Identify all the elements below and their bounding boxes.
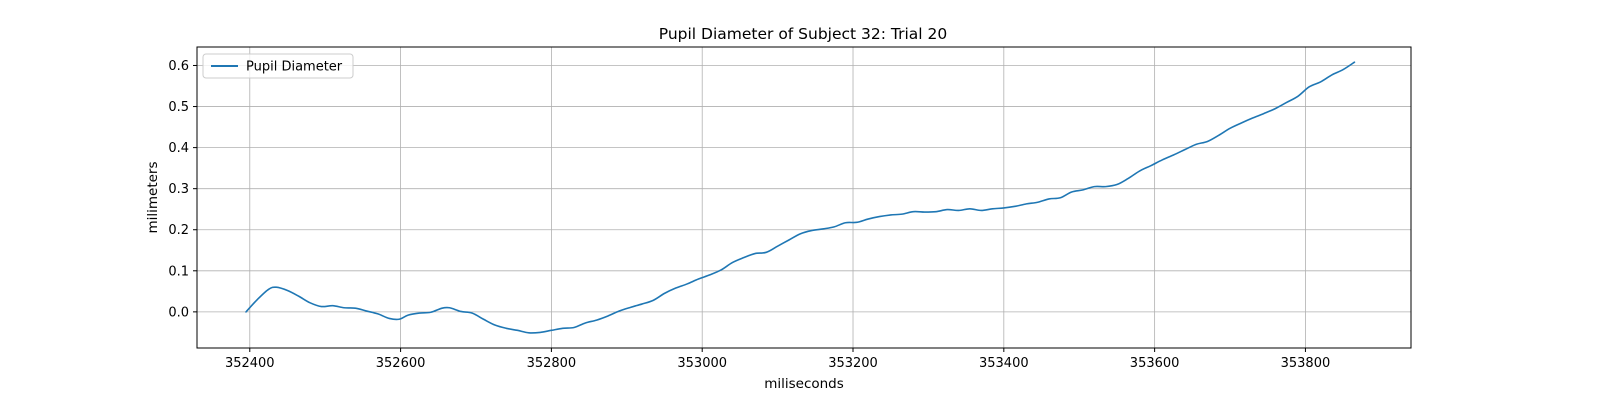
- legend-box: [202, 53, 354, 79]
- series-layer: [245, 61, 1356, 334]
- y-axis: 0.0 0.1 0.2 0.3 0.4 0.5 0.6: [168, 59, 197, 320]
- x-axis: 352400 352600 352800 353000 353200 353400 3536…: [225, 348, 1330, 371]
- y-tick-label: 0.0: [168, 305, 189, 320]
- x-tick-label: 352400: [225, 356, 275, 371]
- y-tick-label: 0.4: [168, 141, 189, 156]
- x-axis-label: miliseconds: [764, 376, 844, 392]
- x-tick-label: 352800: [527, 356, 577, 371]
- y-tick-label: 0.1: [168, 264, 189, 279]
- y-tick-label: 0.3: [168, 182, 189, 197]
- chart-title: Pupil Diameter of Subject 32: Trial 20: [659, 25, 948, 43]
- legend-label: Pupil Diameter: [246, 60, 343, 75]
- y-tick-label: 0.5: [168, 100, 189, 115]
- x-tick-label: 352600: [376, 356, 426, 371]
- x-tick-label: 353400: [979, 356, 1029, 371]
- y-tick-label: 0.6: [168, 59, 189, 74]
- x-tick-label: 353200: [828, 356, 878, 371]
- y-tick-label: 0.2: [168, 223, 189, 238]
- x-tick-label: 353600: [1130, 356, 1180, 371]
- plot-frame: [196, 46, 1412, 349]
- grid-lines: [197, 47, 1411, 348]
- legend: Pupil Diameter: [202, 53, 354, 79]
- series-line-pupil-diameter: [245, 61, 1356, 334]
- x-tick-label: 353800: [1281, 356, 1331, 371]
- y-axis-label: milimeters: [145, 161, 161, 233]
- x-tick-label: 353000: [677, 356, 727, 371]
